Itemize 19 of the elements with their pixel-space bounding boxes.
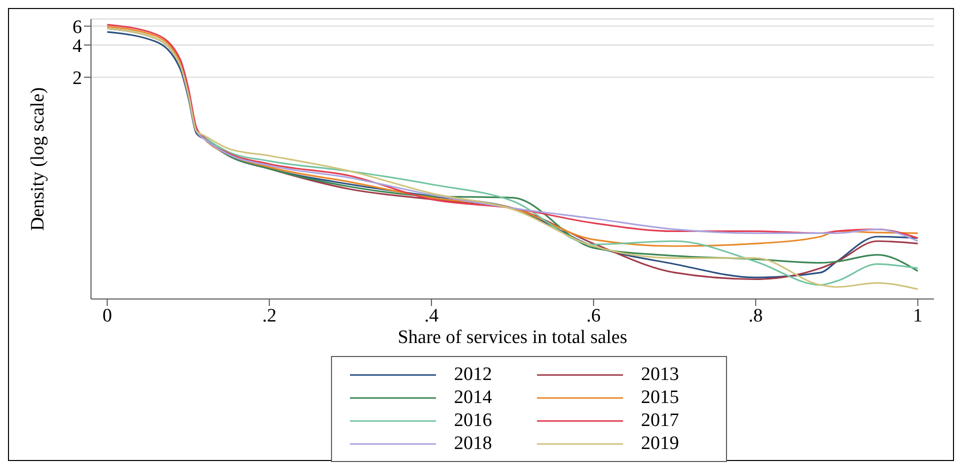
y-tick-label: 6 (72, 16, 82, 38)
x-tick-label: 0 (102, 305, 112, 326)
x-tick-label: 1 (913, 305, 923, 326)
legend-label: 2019 (641, 432, 679, 454)
y-tick-label: 4 (72, 36, 82, 57)
legend-label: 2014 (454, 386, 492, 408)
x-axis-title: Share of services in total sales (398, 327, 628, 348)
legend-label: 2015 (641, 386, 679, 408)
x-tick-label: .4 (424, 305, 440, 326)
legend-label: 2017 (641, 410, 679, 432)
legend-label: 2013 (641, 364, 679, 386)
x-tick-label: .8 (748, 305, 763, 326)
legend-label: 2016 (454, 410, 492, 432)
x-tick-label: .6 (586, 305, 601, 326)
y-axis-title: Density (log scale) (28, 87, 49, 231)
legend-label: 2018 (454, 432, 492, 454)
x-tick-label: .2 (262, 305, 276, 326)
legend-label: 2012 (454, 364, 492, 386)
y-tick-label: 2 (72, 68, 82, 90)
